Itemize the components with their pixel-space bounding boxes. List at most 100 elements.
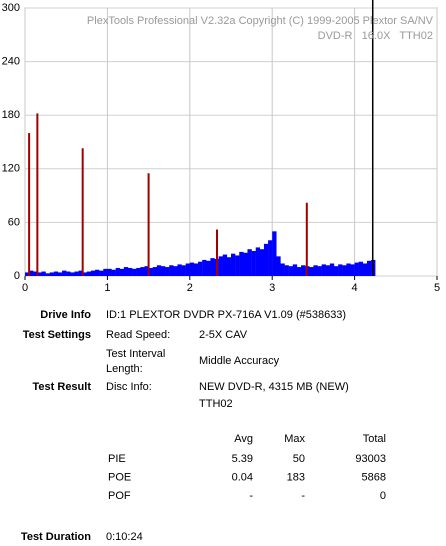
pie-bar xyxy=(193,263,199,276)
cell: 5.39 xyxy=(232,453,253,465)
pie-bar xyxy=(99,270,104,276)
poe-spike xyxy=(81,148,84,276)
pie-bar xyxy=(259,249,265,276)
value: 2-5X CAV xyxy=(199,329,248,341)
pie-bar xyxy=(247,249,252,276)
pie-bar xyxy=(165,267,170,276)
y-tick-label: 0 xyxy=(14,270,20,282)
row-label: PIE xyxy=(108,453,126,465)
pie-bar xyxy=(206,260,211,276)
label: Disc Info: xyxy=(106,381,152,393)
pie-bar xyxy=(251,250,256,276)
pie-bar xyxy=(334,266,339,276)
pie-bar xyxy=(231,253,236,276)
poe-spike xyxy=(28,133,31,276)
pie-bar xyxy=(144,266,149,276)
pie-bar xyxy=(317,266,322,276)
pie-bar xyxy=(296,267,302,276)
pie-bar xyxy=(33,271,38,276)
watermark: PlexTools Professional V2.32a Copyright … xyxy=(87,15,434,27)
pie-bar xyxy=(82,272,87,276)
pie-bar xyxy=(263,243,269,276)
x-tick-label: 4 xyxy=(352,282,358,294)
pie-bar xyxy=(309,267,314,276)
poe-spike xyxy=(36,113,39,276)
x-tick-label: 1 xyxy=(104,282,110,294)
pie-bar xyxy=(90,270,96,276)
pie-bar xyxy=(86,271,92,276)
pie-bar xyxy=(346,263,351,276)
pie-bar xyxy=(132,268,137,276)
pie-bar xyxy=(160,266,166,276)
pie-bar xyxy=(210,258,215,276)
cell: 0 xyxy=(380,490,386,502)
pie-bar xyxy=(243,252,248,276)
pie-bar xyxy=(292,264,298,276)
column-header: Avg xyxy=(234,433,253,445)
pie-bar xyxy=(115,267,120,276)
pie-bar xyxy=(329,263,335,276)
y-tick-label: 60 xyxy=(8,216,20,228)
row-label: POE xyxy=(108,471,131,483)
pie-bar xyxy=(284,265,289,276)
pie-bar xyxy=(288,266,293,276)
pie-bar xyxy=(78,270,83,276)
y-tick-label: 240 xyxy=(2,56,20,68)
cell: 93003 xyxy=(355,453,386,465)
column-header: Max xyxy=(284,433,305,445)
cell: 183 xyxy=(287,471,305,483)
pie-bar xyxy=(342,265,347,276)
pie-bar xyxy=(156,265,162,276)
pie-bar xyxy=(272,231,277,276)
pie-bar xyxy=(354,262,359,276)
pie-bar xyxy=(268,240,273,276)
y-tick-label: 180 xyxy=(2,109,20,121)
value: ID:1 PLEXTOR DVDR PX-716A V1.09 (#538633… xyxy=(106,309,346,321)
pie-bar xyxy=(173,266,178,276)
pie-bar xyxy=(350,264,355,276)
pie-bar xyxy=(222,254,228,276)
pie-bar xyxy=(66,271,71,276)
pie-bar xyxy=(136,267,141,276)
label: Drive Info xyxy=(40,309,91,321)
pie-bar xyxy=(152,267,158,276)
pie-bar xyxy=(198,261,203,276)
plot xyxy=(24,0,438,280)
value: 0:10:24 xyxy=(106,531,143,543)
label: Length: xyxy=(106,363,143,375)
y-tick-label: 120 xyxy=(2,163,20,175)
row-label: POF xyxy=(108,490,131,502)
pie-bar xyxy=(140,267,145,276)
x-tick-label: 0 xyxy=(22,282,28,294)
pie-bar xyxy=(280,263,285,276)
cell: - xyxy=(249,490,253,502)
pie-bar xyxy=(25,272,30,276)
pie-bar xyxy=(366,260,372,276)
pie-bar xyxy=(226,257,232,276)
poe-spike xyxy=(305,202,308,276)
pie-bar xyxy=(301,265,306,276)
poe-spike xyxy=(215,229,218,276)
pie-bar xyxy=(95,269,100,276)
pie-bar xyxy=(41,271,46,276)
value: NEW DVD-R, 4315 MB (NEW) xyxy=(199,381,349,393)
y-tick-label: 300 xyxy=(2,2,20,14)
x-tick-label: 5 xyxy=(434,282,440,294)
watermark: DVD-R 16.0X TTH02 xyxy=(318,30,433,42)
pie-bar xyxy=(128,267,133,276)
pie-bar xyxy=(148,267,153,276)
pie-bar xyxy=(119,268,125,276)
pie-bar xyxy=(321,264,326,276)
label: Test Interval xyxy=(106,348,165,360)
stats-table: Avg Max Total PIE 5.39 50 93003 POE 0.04 183 5868 P… xyxy=(108,433,386,502)
pie-bar xyxy=(202,259,207,276)
label: Test Result xyxy=(33,381,92,393)
pie-bar xyxy=(70,272,75,276)
label: Read Speed: xyxy=(106,329,170,341)
plot-frame xyxy=(24,7,438,277)
pie-bar xyxy=(177,264,182,276)
label: Test Settings xyxy=(23,329,91,341)
pie-bar xyxy=(37,272,42,276)
